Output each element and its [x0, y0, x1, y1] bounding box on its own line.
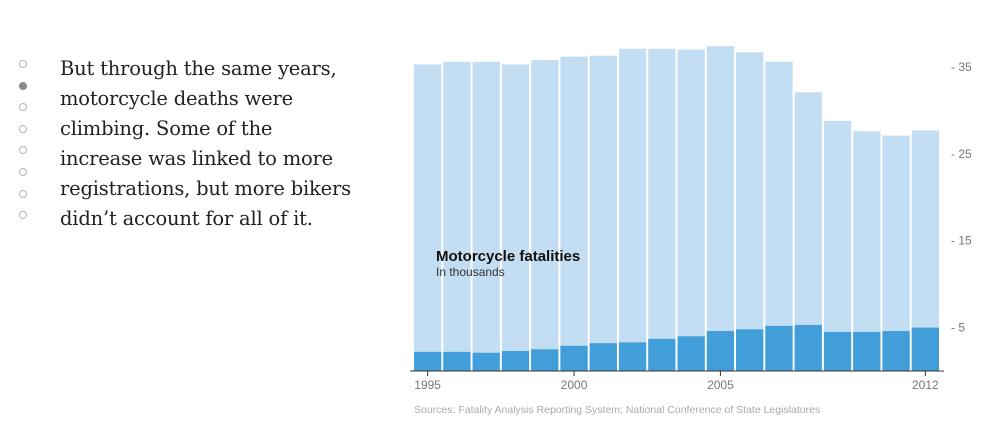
total-bar-2004	[677, 49, 705, 371]
motorcycle-bar-2009	[823, 331, 852, 371]
chart-subtitle: In thousands	[436, 265, 505, 279]
story-text: But through the same years, motorcycle d…	[60, 57, 351, 230]
total-bar-2000	[560, 56, 588, 372]
motorcycle-bar-2000	[560, 345, 588, 371]
total-bar-1999	[531, 60, 559, 371]
motorcycle-bar-2011	[882, 331, 910, 371]
step-dot[interactable]	[19, 189, 27, 198]
total-bar-1996	[443, 61, 471, 371]
step-dot[interactable]	[19, 146, 27, 155]
motorcycle-bar-1998	[501, 351, 530, 371]
total-bar-1995	[414, 64, 442, 372]
total-bar-2008	[794, 92, 822, 372]
story-step-nav	[19, 60, 33, 233]
y-axis-ticks: - 5 - 15 - 25 - 35	[951, 60, 972, 335]
motorcycle-bar-1996	[443, 351, 471, 371]
motorcycle-bar-2007	[765, 325, 793, 371]
motorcycle-bar-1999	[531, 349, 559, 371]
x-tick-label: 2012	[912, 378, 939, 392]
motorcycle-bar-2005	[706, 331, 735, 371]
x-tick-label: 2005	[707, 378, 734, 392]
y-tick-label: - 25	[951, 147, 972, 161]
motorcycle-bar-2006	[736, 329, 764, 371]
step-dot[interactable]	[19, 60, 27, 68]
chart-source: Sources: Fatality Analysis Reporting Sys…	[414, 404, 821, 416]
total-bar-2002	[618, 48, 647, 371]
total-bar-1997	[472, 61, 500, 371]
motorcycle-bar-2008	[794, 324, 822, 371]
motorcycle-bar-2004	[677, 336, 705, 371]
motorcycle-bar-2002	[618, 342, 647, 371]
step-dot-active[interactable]	[19, 81, 27, 90]
step-dot[interactable]	[19, 211, 27, 220]
motorcycle-bar-1997	[472, 352, 500, 371]
total-bar-2001	[589, 55, 617, 372]
motorcycle-bar-2010	[853, 331, 881, 371]
total-bar-2010	[853, 131, 881, 371]
motorcycle-bars	[414, 324, 939, 371]
total-bar-2009	[823, 120, 852, 372]
motorcycle-bar-1995	[414, 351, 442, 371]
x-axis-ticks: 1995 2000 2005 2012	[414, 371, 939, 392]
y-tick-label: - 15	[951, 234, 972, 248]
x-tick-label: 1995	[414, 378, 441, 392]
total-bar-2006	[736, 52, 764, 371]
total-bar-2003	[648, 48, 676, 371]
y-tick-label: - 5	[951, 321, 965, 335]
motorcycle-bar-2003	[648, 338, 676, 371]
step-dot[interactable]	[19, 103, 27, 112]
total-bars	[414, 46, 939, 372]
y-tick-label: - 35	[951, 60, 972, 74]
x-tick-label: 2000	[561, 378, 588, 392]
total-bar-2005	[706, 46, 735, 372]
step-dot[interactable]	[19, 124, 27, 133]
motorcycle-bar-2001	[589, 343, 617, 371]
step-dot[interactable]	[19, 167, 27, 176]
chart-title: Motorcycle fatalities	[436, 248, 580, 265]
total-bar-1998	[501, 64, 530, 372]
total-bar-2007	[765, 61, 793, 371]
motorcycle-bar-2012	[911, 327, 939, 371]
